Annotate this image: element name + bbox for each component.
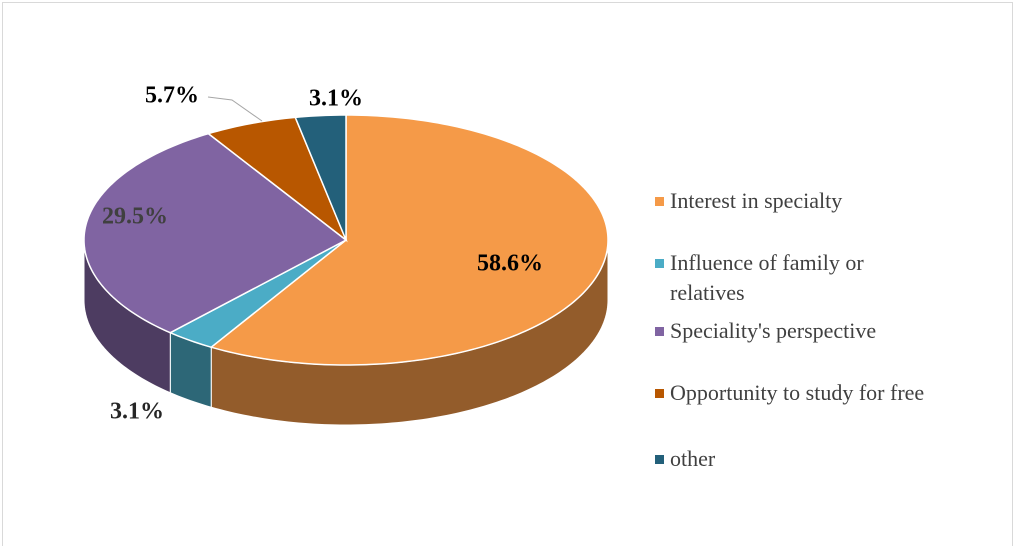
legend-item: Interest in specialty (655, 186, 955, 216)
data-label: 3.1% (309, 86, 363, 112)
legend-swatch (655, 455, 664, 464)
legend-label: Interest in specialty (670, 188, 843, 213)
pie-slice (83, 132, 348, 334)
pie-slice (168, 239, 347, 349)
legend-swatch (655, 197, 664, 206)
pie-slice (209, 114, 609, 366)
legend-swatch (655, 389, 664, 398)
pie-slice (294, 114, 347, 241)
legend-swatch (655, 259, 664, 268)
legend-label: Influence of family or relatives (670, 250, 864, 305)
legend-item: Influence of family or relatives (655, 248, 910, 308)
legend-item: Opportunity to study for free (655, 378, 1000, 408)
legend-label: Speciality's perspective (670, 318, 877, 343)
legend-swatch (655, 327, 664, 336)
legend-item: Speciality's perspective (655, 316, 955, 346)
leader-line (207, 96, 263, 122)
pie-slice (206, 116, 348, 243)
legend-label: other (670, 446, 716, 471)
data-label: 29.5% (102, 204, 168, 230)
data-label: 58.6% (477, 251, 543, 277)
data-label: 3.1% (110, 399, 164, 425)
data-label: 5.7% (145, 83, 199, 109)
legend-label: Opportunity to study for free (670, 380, 925, 405)
legend-item: other (655, 444, 955, 474)
